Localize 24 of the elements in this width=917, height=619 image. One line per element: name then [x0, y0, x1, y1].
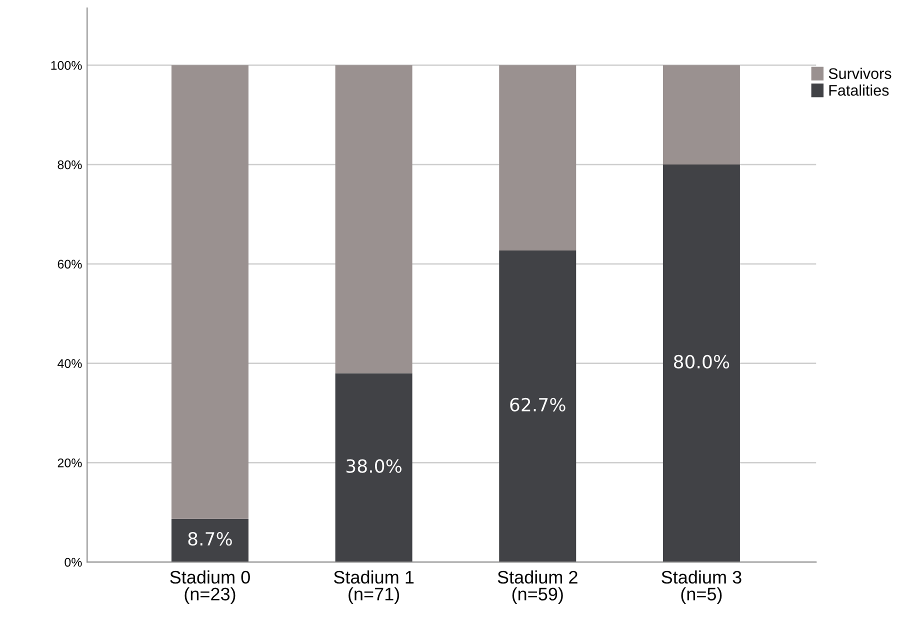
- y-tick-label: 60%: [58, 260, 82, 269]
- data-label: 62.7%: [510, 398, 566, 412]
- x-tick-label: Stadium 0 (n=23): [170, 570, 250, 604]
- bar: [335, 373, 412, 562]
- x-tick-label: Stadium 1 (n=71): [334, 570, 414, 604]
- y-tick-label: 100%: [51, 60, 82, 70]
- y-tick-label: 0%: [64, 558, 82, 567]
- bar: [171, 518, 248, 562]
- legend-label: Fatalities: [829, 84, 889, 96]
- bar: [662, 164, 740, 562]
- y-tick-label: 40%: [58, 359, 82, 368]
- x-tick-label: Stadium 2 (n=59): [498, 570, 578, 604]
- bar: [499, 65, 576, 251]
- y-tick-label: 80%: [58, 160, 82, 170]
- bar: [662, 65, 740, 165]
- bar: [171, 65, 248, 519]
- legend-label: Survivors: [828, 68, 892, 80]
- data-label: 8.7%: [188, 532, 232, 546]
- data-label: 80.0%: [674, 354, 730, 369]
- y-tick-label: 20%: [58, 458, 82, 468]
- bar: [335, 65, 412, 374]
- x-tick-label: Stadium 3 (n=5): [662, 570, 742, 604]
- bar: [499, 250, 576, 562]
- data-label: 38.0%: [346, 459, 402, 473]
